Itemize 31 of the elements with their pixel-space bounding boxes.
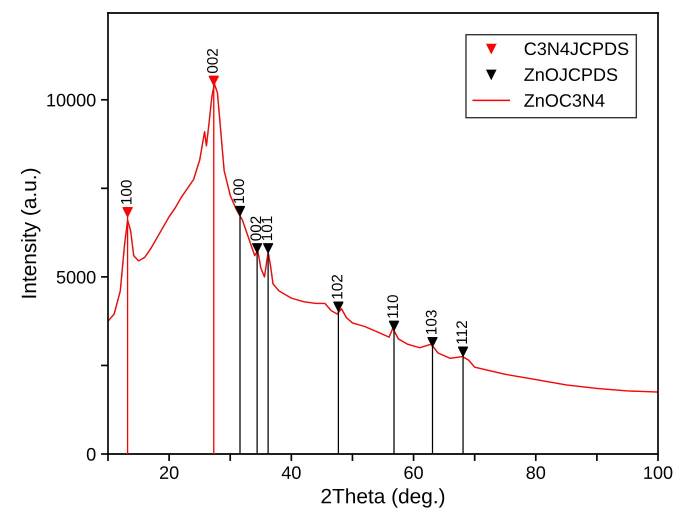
annotation: 002 bbox=[207, 48, 218, 74]
point bbox=[458, 346, 468, 357]
y-axis-title: Intensity (a.u.) bbox=[21, 168, 40, 298]
y-tick-label: 10000 bbox=[47, 94, 96, 107]
point bbox=[427, 336, 438, 348]
point bbox=[388, 320, 400, 331]
x-tick-label: 60 bbox=[404, 466, 423, 480]
x-axis-title: 2Theta (deg.) bbox=[322, 488, 444, 508]
point bbox=[122, 206, 133, 218]
point bbox=[234, 206, 246, 216]
annotation: 100 bbox=[120, 180, 132, 204]
annotation: 103 bbox=[426, 310, 437, 334]
annotation: 002 bbox=[250, 216, 262, 241]
x-tick-label: 100 bbox=[644, 466, 672, 480]
annotation: 112 bbox=[456, 321, 468, 344]
point bbox=[333, 302, 344, 312]
y-tick-label: 5000 bbox=[56, 270, 96, 284]
x-tick-label: 80 bbox=[526, 466, 546, 480]
point bbox=[252, 243, 262, 254]
point bbox=[263, 243, 274, 254]
annotation: 110 bbox=[387, 295, 398, 318]
legend-label: ZnOC3N4 bbox=[524, 94, 605, 107]
annotation: 101 bbox=[261, 216, 272, 240]
x-tick-label: 40 bbox=[282, 466, 301, 480]
y-tick-label: 0 bbox=[86, 448, 96, 461]
legend-label: C3N4JCPDS bbox=[524, 42, 628, 56]
x-tick-label: 20 bbox=[160, 466, 178, 480]
point bbox=[208, 76, 219, 86]
annotation: 100 bbox=[233, 179, 244, 203]
annotation: 102 bbox=[332, 274, 342, 299]
legend-label: ZnOJCPDS bbox=[524, 68, 618, 82]
